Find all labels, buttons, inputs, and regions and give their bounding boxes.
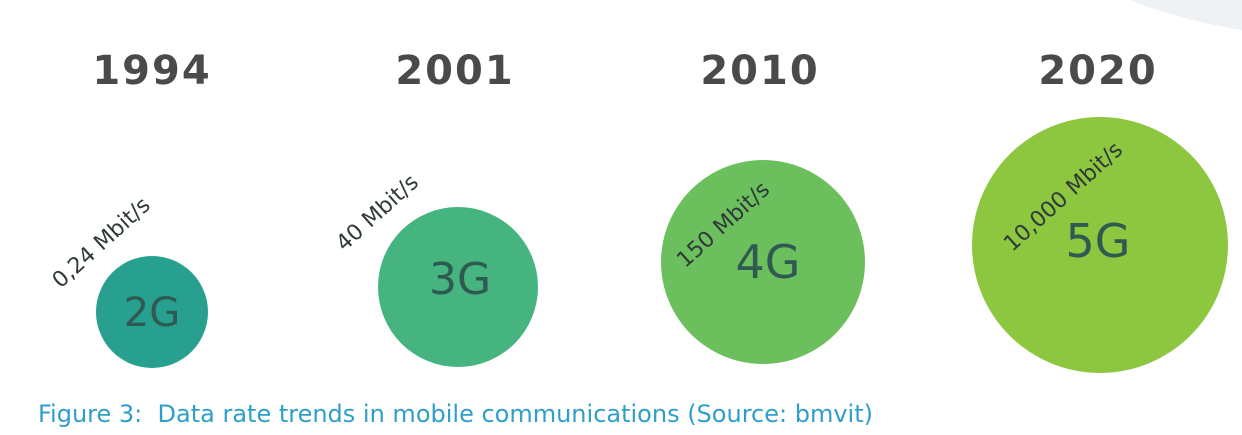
- generation-circle: [378, 207, 538, 367]
- year-label: 1994: [92, 48, 211, 94]
- generation-circle: [661, 160, 865, 364]
- generation-label: 2G: [124, 290, 180, 336]
- generation-label: 4G: [736, 235, 801, 289]
- year-label: 2010: [700, 48, 819, 94]
- figure-caption: Figure 3: Data rate trends in mobile com…: [38, 400, 873, 428]
- corner-decoration: [1130, 0, 1242, 30]
- generation-circle: [972, 117, 1228, 373]
- generation-circle: [96, 256, 208, 368]
- year-label: 2020: [1038, 48, 1157, 94]
- year-label: 2001: [395, 48, 514, 94]
- generation-label: 3G: [429, 254, 491, 305]
- generation-label: 5G: [1066, 214, 1131, 268]
